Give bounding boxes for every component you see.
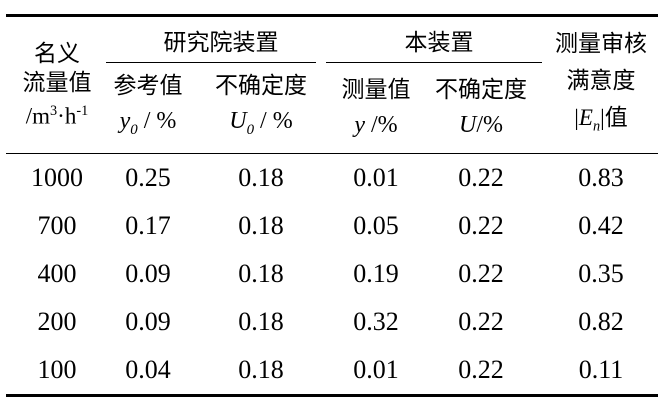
cell-nominal-flow: 700 [37, 211, 77, 240]
cell-measured-value: 0.05 [353, 211, 399, 240]
header-reference-value: 参考值 y0 / % [108, 63, 188, 154]
cell-measured-value: 0.01 [353, 355, 399, 384]
header-institute-uncertainty: 不确定度 U0 / % [188, 63, 334, 154]
cell-meas-uncertainty: 0.22 [458, 163, 504, 192]
table-row: 400 0.09 0.18 0.19 0.22 0.35 [6, 250, 658, 298]
cell-en-value: 0.82 [578, 307, 624, 336]
header-nominal-flow-value: 名义 流量值 /m3·h-1 [6, 15, 108, 154]
institute-uncertainty-symbol: U0 / % [229, 107, 293, 138]
cell-ref-uncertainty: 0.18 [238, 211, 284, 240]
header-row-subcolumns: 参考值 y0 / % 不确定度 U0 / % 测量值 y /% [6, 63, 658, 154]
cell-meas-uncertainty: 0.22 [458, 211, 504, 240]
cell-meas-uncertainty: 0.22 [458, 355, 504, 384]
cell-en-value: 0.11 [578, 355, 624, 384]
cell-ref-uncertainty: 0.18 [238, 163, 284, 192]
en-subscript: n [592, 118, 601, 135]
cell-reference-value: 0.09 [125, 259, 171, 288]
cell-meas-uncertainty: 0.22 [458, 307, 504, 336]
device-group-underline [326, 62, 542, 63]
cell-nominal-flow: 400 [37, 259, 77, 288]
header-row-groups: 名义 流量值 /m3·h-1 研究院装置 本装置 测量审核 满意度 |En|值 [6, 15, 658, 154]
cell-nominal-flow: 1000 [31, 163, 83, 192]
reference-value-label: 参考值 [113, 72, 183, 98]
unit-mid: ·h [57, 103, 77, 129]
cell-reference-value: 0.17 [125, 211, 171, 240]
header-this-device-group: 本装置 [326, 16, 544, 63]
nominal-flow-unit: /m3·h-1 [6, 97, 108, 131]
table-row: 100 0.04 0.18 0.01 0.22 0.11 [6, 346, 658, 396]
header-measured-value: 测量值 y /% [334, 63, 418, 154]
table-row: 200 0.09 0.18 0.32 0.22 0.82 [6, 298, 658, 346]
institute-uncertainty-label: 不确定度 [215, 72, 307, 98]
unit-sup-minus1: -1 [76, 103, 89, 120]
en-header-symbol: |En|值 [544, 99, 658, 146]
unit-sup-3: 3 [50, 103, 58, 120]
cell-reference-value: 0.25 [125, 163, 171, 192]
institute-group-title: 研究院装置 [163, 30, 279, 55]
cell-en-value: 0.35 [578, 259, 624, 288]
device-uncertainty-symbol: U/% [458, 112, 503, 138]
reference-value-symbol: y0 / % [119, 107, 177, 138]
device-uncertainty-label: 不确定度 [435, 77, 527, 102]
cell-en-value: 0.42 [578, 211, 624, 240]
cell-nominal-flow: 200 [37, 307, 77, 336]
en-header-line2: 满意度 [566, 67, 636, 93]
cell-measured-value: 0.19 [353, 259, 399, 288]
cell-reference-value: 0.04 [125, 355, 171, 384]
header-institute-device-group: 研究院装置 [106, 16, 334, 63]
nominal-flow-line1: 名义 [34, 41, 80, 67]
header-en-satisfaction: 测量审核 满意度 |En|值 [544, 15, 658, 154]
cell-measured-value: 0.32 [353, 307, 399, 336]
en-open-bar: | [574, 104, 579, 130]
cell-ref-uncertainty: 0.18 [238, 355, 284, 384]
cell-ref-uncertainty: 0.18 [238, 307, 284, 336]
cell-nominal-flow: 100 [37, 355, 77, 384]
en-header-line1: 测量审核 [555, 30, 647, 56]
cell-meas-uncertainty: 0.22 [458, 259, 504, 288]
cell-reference-value: 0.09 [125, 307, 171, 336]
cell-en-value: 0.83 [578, 163, 624, 192]
nominal-flow-line2: 流量值 [22, 70, 92, 96]
device-group-title: 本装置 [404, 30, 474, 55]
cell-ref-uncertainty: 0.18 [238, 259, 284, 288]
cell-measured-value: 0.01 [353, 163, 399, 192]
en-symbol: E [578, 104, 593, 130]
unit-prefix: /m [25, 103, 51, 129]
measured-value-label: 测量值 [341, 77, 411, 102]
header-device-uncertainty: 不确定度 U/% [418, 63, 544, 154]
institute-group-underline [106, 62, 316, 63]
en-close-bar: |值 [600, 104, 628, 130]
measured-value-symbol: y /% [354, 112, 398, 138]
measurement-audit-table: 名义 流量值 /m3·h-1 研究院装置 本装置 测量审核 满意度 |En|值 [6, 14, 658, 397]
table-row: 1000 0.25 0.18 0.01 0.22 0.83 [6, 154, 658, 203]
table-row: 700 0.17 0.18 0.05 0.22 0.42 [6, 202, 658, 250]
